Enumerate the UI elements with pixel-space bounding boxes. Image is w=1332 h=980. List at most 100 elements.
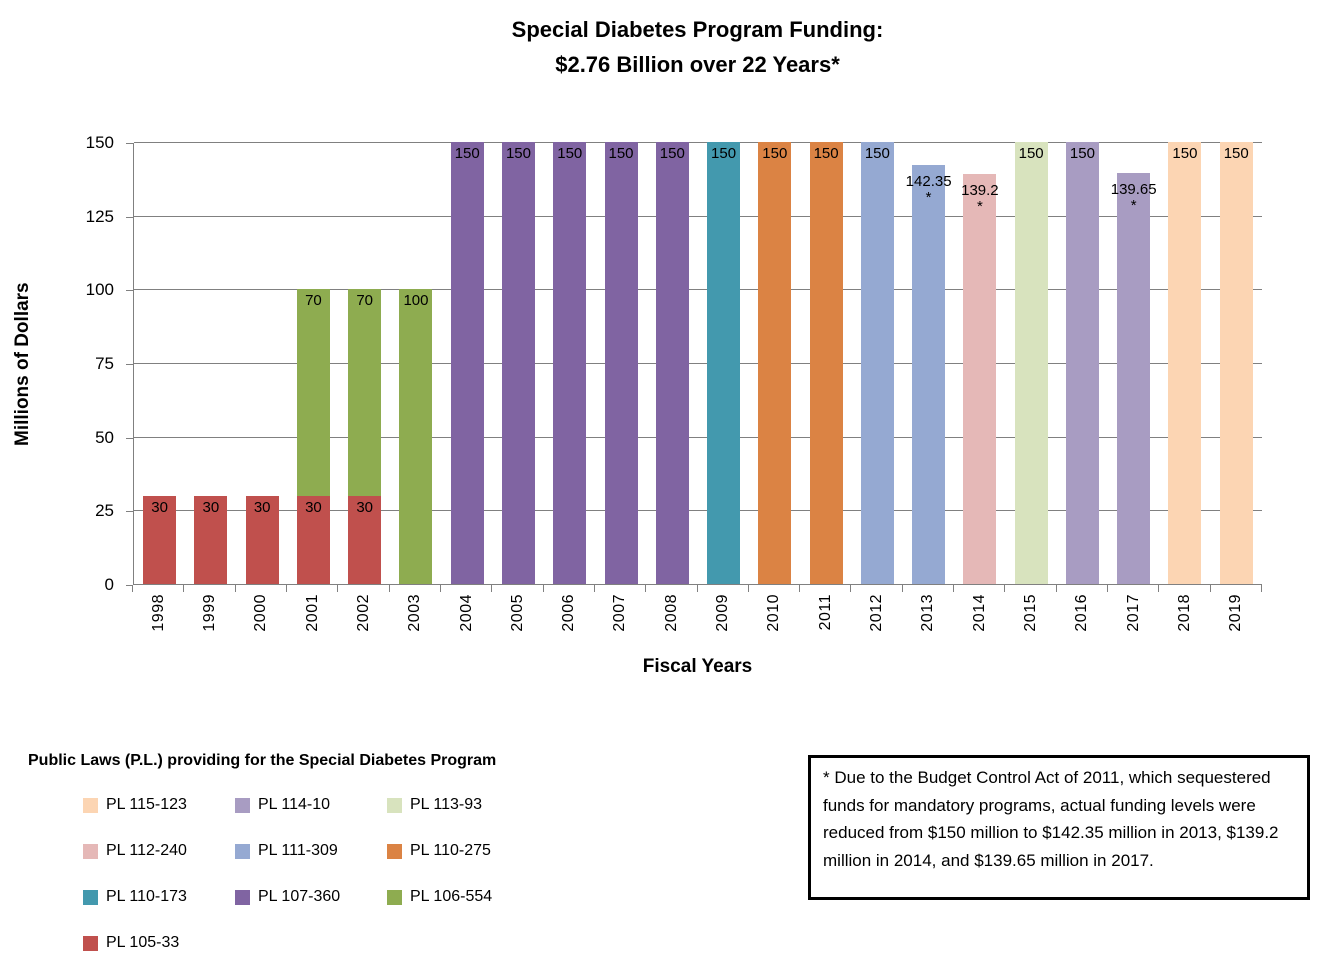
bar-segment-2010-pl-110-275: 150 [758, 142, 792, 584]
gridline-125 [134, 215, 1262, 217]
x-label-slot-2016: 2016 [1057, 594, 1108, 656]
x-label-slot-2013: 2013 [903, 594, 954, 656]
x-tick-label-2015: 2015 [1021, 594, 1039, 632]
x-label-slot-2003: 2003 [390, 594, 441, 656]
bar-value-label-2014: 139.2 * [961, 181, 999, 215]
y-axis-tick-marks [126, 143, 133, 586]
x-tick-label-2005: 2005 [508, 594, 526, 632]
bar-value-label-1999: 30 [202, 498, 220, 516]
y-tick-mark-75 [126, 364, 133, 365]
x-tick-label-2017: 2017 [1124, 594, 1142, 632]
y-tick-mark-0 [126, 585, 133, 586]
legend-item-pl-110-173: PL 110-173 [83, 888, 235, 906]
bar-slot-2016: 150 [1057, 142, 1108, 584]
bar-2011: 150 [809, 142, 843, 584]
bar-segment-2016-pl-114-10: 150 [1065, 142, 1099, 584]
legend-item-label: PL 106-554 [410, 888, 493, 905]
bar-segment-2008-pl-107-360: 150 [655, 142, 689, 584]
bar-value-label-2000: 30 [253, 498, 271, 516]
legend-item-label: PL 105-33 [106, 934, 180, 951]
x-tick-mark [183, 585, 185, 592]
x-tick-mark [1107, 585, 1109, 592]
bar-slot-2013: 142.35 * [903, 143, 954, 584]
bar-slot-2007: 150 [595, 142, 646, 584]
legend-swatch-icon [387, 797, 402, 813]
x-tick-mark [285, 585, 287, 592]
bars-row: 30 30 30 70 30 70 30 100 150 150 150 150 150 150 150 15… [134, 142, 1262, 584]
x-label-slot-2002: 2002 [338, 594, 389, 656]
x-tick-mark [132, 585, 133, 592]
bar-segment-2013-pl-111-309: 142.35 * [906, 164, 952, 584]
bar-segment-2002-pl-106-554: 70 [348, 289, 382, 496]
bar-2001: 70 30 [296, 289, 330, 584]
bar-value-label-2003: 100 [403, 292, 429, 310]
x-label-slot-2015: 2015 [1005, 594, 1056, 656]
legend-swatch-icon [83, 935, 98, 951]
bar-1999: 30 [194, 495, 228, 584]
x-tick-label-2006: 2006 [560, 594, 578, 632]
bar-slot-2017: 139.65 * [1108, 143, 1159, 584]
bar-value-label-2018: 150 [1172, 145, 1198, 162]
bar-2017: 139.65 * [1111, 172, 1157, 584]
x-tick-mark [1261, 585, 1262, 592]
x-tick-mark [1004, 585, 1006, 592]
bar-2012: 150 [860, 142, 894, 584]
x-label-slot-1998: 1998 [133, 594, 184, 656]
y-tick-label-50: 50 [95, 427, 114, 447]
bar-segment-2011-pl-110-275: 150 [809, 142, 843, 584]
plot-area: 30 30 30 70 30 70 30 100 150 150 150 150 150 150 150 15… [133, 142, 1262, 585]
bar-slot-2003: 100 [390, 143, 441, 584]
x-tick-mark [234, 585, 236, 592]
x-tick-label-2018: 2018 [1175, 594, 1193, 632]
bar-segment-2003-pl-106-554: 100 [399, 289, 433, 584]
y-tick-mark-150 [126, 143, 133, 144]
x-label-slot-2014: 2014 [954, 594, 1005, 656]
bar-2019: 150 [1219, 142, 1253, 584]
bar-2003: 100 [399, 289, 433, 584]
x-tick-mark [388, 585, 390, 592]
x-tick-label-2016: 2016 [1073, 594, 1091, 632]
bar-segment-2015-pl-113-93: 150 [1014, 142, 1048, 584]
bar-segment-2019-pl-115-123: 150 [1219, 142, 1253, 584]
x-label-slot-2001: 2001 [287, 594, 338, 656]
bar-value-label-2015: 150 [1018, 145, 1044, 162]
y-tick-label-0: 0 [104, 575, 114, 594]
bar-value-label-2001: 70 [305, 292, 322, 310]
x-tick-label-2019: 2019 [1227, 594, 1245, 632]
bar-segment-2001-pl-106-554: 70 [296, 289, 330, 496]
x-tick-mark [850, 585, 852, 592]
bar-value-label-2002: 30 [356, 498, 374, 516]
x-tick-label-2000: 2000 [252, 594, 270, 632]
y-tick-mark-50 [126, 437, 133, 439]
x-tick-label-2003: 2003 [406, 594, 424, 632]
legend-item-pl-106-554: PL 106-554 [387, 888, 539, 906]
bar-slot-2018: 150 [1159, 142, 1210, 584]
bar-value-label-2007: 150 [608, 145, 634, 162]
bar-segment-2009-pl-110-173: 150 [707, 142, 741, 584]
x-label-slot-2018: 2018 [1159, 594, 1210, 656]
bar-slot-2006: 150 [544, 142, 595, 584]
legend-item-label: PL 111-309 [258, 842, 338, 859]
bar-value-label-1998: 30 [151, 498, 168, 516]
bar-2014: 139.2 * [961, 173, 999, 584]
legend-item-label: PL 110-173 [106, 888, 187, 905]
bar-slot-2014: 139.2 * [954, 143, 1005, 584]
bar-slot-1999: 30 [185, 143, 236, 584]
legend-item-pl-112-240: PL 112-240 [83, 842, 235, 860]
bar-2018: 150 [1168, 142, 1202, 584]
legend-item-pl-105-33: PL 105-33 [83, 934, 235, 952]
gridline-100 [134, 289, 1262, 291]
y-tick-label-125: 125 [85, 206, 114, 226]
bar-2015: 150 [1014, 142, 1048, 584]
x-tick-mark [645, 585, 647, 592]
x-tick-label-1998: 1998 [149, 594, 167, 632]
x-label-slot-2019: 2019 [1211, 594, 1262, 656]
x-tick-label-2014: 2014 [970, 594, 988, 632]
x-tick-label-2011: 2011 [816, 594, 834, 631]
y-axis-tick-labels: 0 25 50 75 100 125 150 [0, 133, 114, 594]
bar-slot-2011: 150 [800, 142, 851, 584]
footnote-box: * Due to the Budget Control Act of 2011,… [808, 755, 1310, 900]
bar-segment-1999-pl-105-33: 30 [194, 495, 228, 584]
bar-2000: 30 [245, 495, 279, 584]
y-tick-label-25: 25 [95, 501, 114, 521]
